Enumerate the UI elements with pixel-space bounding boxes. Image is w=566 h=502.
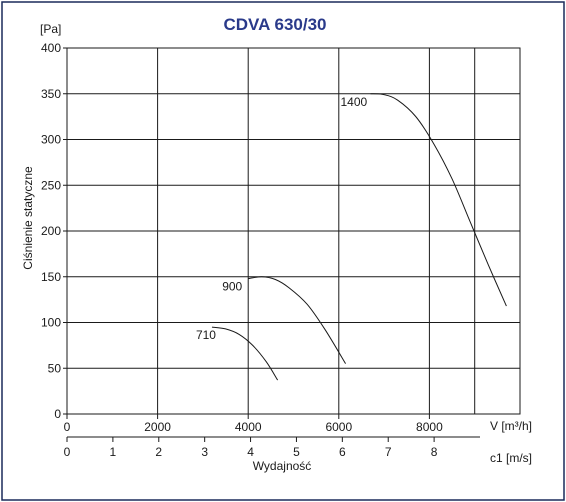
chart-title: CDVA 630/30 <box>224 15 327 34</box>
x-tick-label: 4000 <box>235 420 262 434</box>
y-tick-labels: 0 50 100 150 200 250 300 350 400 <box>41 41 67 421</box>
y-tick-label: 0 <box>54 407 61 421</box>
c1-tick-label: 3 <box>201 445 208 459</box>
y-axis-label: Ciśnienie statyczne <box>21 166 35 270</box>
y-tick-label: 300 <box>41 133 61 147</box>
c1-tick-label: 1 <box>110 445 117 459</box>
c1-tick-label: 4 <box>247 445 254 459</box>
x-tick-label: 2000 <box>144 420 171 434</box>
grid <box>66 47 521 415</box>
y-tick-label: 400 <box>41 41 61 55</box>
c1-tick-label: 5 <box>293 445 300 459</box>
y-tick-label: 250 <box>41 178 61 192</box>
series-label-1400: 1400 <box>341 95 368 109</box>
c1-tick-labels: 0 1 2 3 4 5 6 7 8 <box>64 437 438 459</box>
series-label-900: 900 <box>222 280 242 294</box>
series-line-900 <box>248 276 347 364</box>
x-tick-label: 0 <box>64 420 71 434</box>
x-tick-labels: 0 2000 4000 6000 8000 <box>64 413 480 434</box>
series-line-1400 <box>370 93 507 307</box>
y-unit-label: [Pa] <box>40 22 61 36</box>
c1-tick-label: 7 <box>385 445 392 459</box>
y-tick-label: 150 <box>41 270 61 284</box>
series-line-710 <box>211 326 279 381</box>
y-tick-label: 100 <box>41 316 61 330</box>
series-group: 710 900 1400 <box>196 93 507 381</box>
y-tick-label: 200 <box>41 224 61 238</box>
y-tick-label: 50 <box>48 361 62 375</box>
c1-tick-label: 2 <box>155 445 162 459</box>
x-axis-label-primary: V [m³/h] <box>490 419 532 433</box>
x-tick-label: 6000 <box>325 420 352 434</box>
c1-tick-label: 8 <box>431 445 438 459</box>
x-axis-label-secondary: c1 [m/s] <box>490 451 532 465</box>
c1-tick-label: 6 <box>339 445 346 459</box>
x-axis-label-bottom: Wydajność <box>253 459 312 473</box>
series-label-710: 710 <box>196 328 216 342</box>
c1-tick-label: 0 <box>64 445 71 459</box>
y-tick-label: 350 <box>41 87 61 101</box>
x-tick-label: 8000 <box>416 420 443 434</box>
